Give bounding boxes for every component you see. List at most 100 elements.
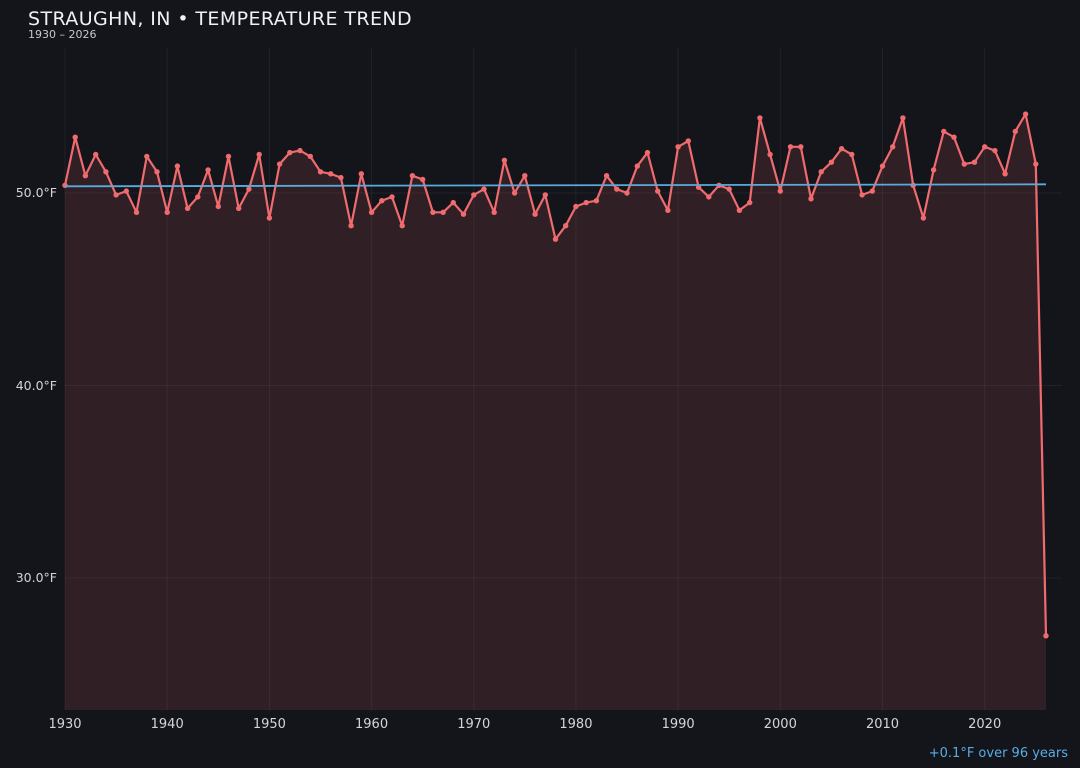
data-point [328, 171, 334, 177]
data-point [593, 198, 600, 204]
data-point [808, 196, 814, 202]
data-point [420, 176, 426, 183]
data-point [583, 199, 589, 206]
data-point [787, 144, 794, 150]
data-point [930, 167, 937, 173]
data-point [941, 128, 947, 135]
data-point [184, 205, 191, 212]
data-point [685, 138, 691, 144]
data-point [379, 198, 385, 204]
data-point [276, 161, 283, 167]
data-point [1043, 633, 1049, 639]
x-axis-label: 1930 [48, 717, 82, 732]
data-point [133, 209, 140, 215]
data-point [491, 209, 497, 215]
data-point [532, 211, 538, 217]
data-point [164, 209, 170, 215]
data-point [828, 159, 835, 165]
data-point [818, 169, 824, 175]
data-point [920, 215, 927, 221]
data-point [665, 207, 671, 213]
data-point [287, 149, 293, 156]
data-point [307, 153, 313, 160]
x-axis-label: 2020 [968, 717, 1002, 732]
data-point [348, 223, 354, 229]
data-point [266, 215, 273, 221]
data-point [552, 236, 559, 242]
data-point [154, 169, 160, 175]
data-point [961, 161, 967, 167]
x-axis-label: 1970 [457, 717, 491, 732]
data-point [644, 149, 651, 156]
data-point [409, 173, 416, 179]
data-point [838, 146, 845, 152]
x-axis-label: 1940 [150, 717, 184, 732]
data-point [72, 134, 78, 140]
x-axis-label: 1950 [252, 717, 286, 732]
y-axis-label: 40.0°F [15, 377, 57, 393]
data-point [358, 171, 364, 177]
data-point [195, 194, 201, 200]
data-point [511, 190, 518, 196]
data-point [501, 157, 508, 163]
data-point [144, 153, 150, 160]
data-point [757, 115, 763, 121]
y-axis-label: 50.0°F [15, 185, 57, 200]
data-point [563, 223, 569, 229]
x-axis-label: 1990 [661, 717, 695, 732]
data-point [859, 192, 865, 198]
data-point [123, 188, 129, 194]
data-point [246, 186, 252, 192]
data-point [174, 163, 181, 169]
data-point [542, 192, 548, 198]
data-point [522, 173, 528, 179]
data-point [1012, 128, 1018, 135]
data-point [603, 173, 610, 179]
data-point [869, 188, 875, 194]
data-point [951, 134, 957, 140]
x-axis-label: 1980 [559, 717, 593, 732]
data-point [706, 194, 712, 200]
data-point [82, 173, 89, 179]
data-point [236, 205, 242, 212]
y-axis-label: 30.0°F [15, 570, 57, 585]
data-point [971, 159, 978, 165]
data-point [1033, 161, 1039, 167]
data-point [399, 223, 405, 229]
data-point [726, 186, 732, 192]
data-point [103, 169, 109, 175]
page-title: STRAUGHN, IN • TEMPERATURE TREND [28, 8, 413, 30]
data-point [777, 188, 783, 194]
data-point [338, 174, 344, 181]
data-point [450, 199, 456, 206]
data-point [879, 163, 886, 169]
x-axis-label: 2010 [865, 717, 900, 732]
data-point [798, 144, 804, 150]
data-point [624, 190, 630, 196]
x-axis-label: 1960 [355, 717, 389, 732]
data-point [440, 209, 446, 215]
data-point [317, 169, 324, 175]
data-point [481, 186, 487, 192]
data-point [614, 186, 620, 192]
data-point [215, 203, 221, 210]
data-point [460, 211, 467, 217]
x-axis-label: 2000 [763, 717, 797, 732]
page-subtitle: 1930 – 2026 [28, 28, 97, 41]
data-point [297, 147, 303, 154]
data-point [655, 188, 661, 194]
data-point [430, 209, 436, 215]
data-point [368, 209, 375, 215]
data-point [225, 153, 232, 160]
data-point [982, 144, 988, 150]
data-point [113, 192, 119, 198]
data-point [1002, 171, 1008, 177]
data-point [1022, 111, 1029, 117]
data-point [675, 144, 681, 150]
data-point [890, 144, 896, 150]
data-point [747, 199, 753, 206]
data-point [900, 115, 906, 121]
data-point [471, 192, 477, 198]
